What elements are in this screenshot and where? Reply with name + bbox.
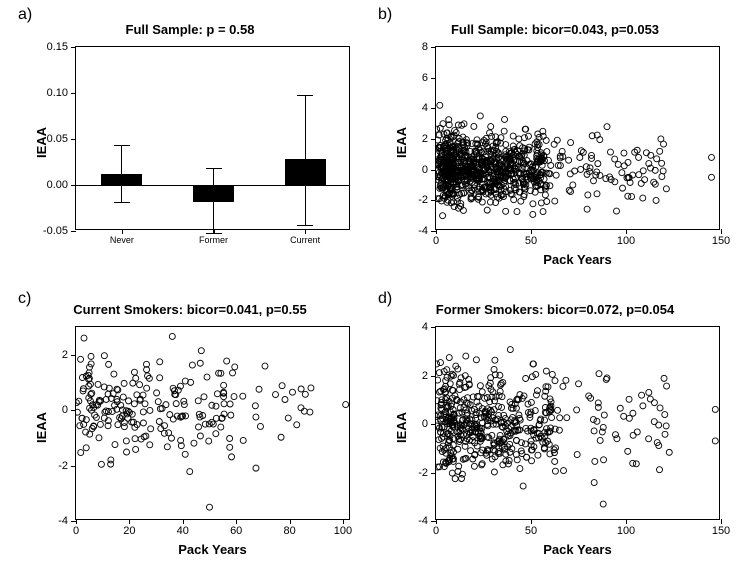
error-bar (213, 168, 214, 232)
ytick-label: 0 (422, 164, 436, 176)
xtick-label: 50 (525, 229, 537, 247)
plot-area: -0.050.000.050.100.15NeverFormerCurrent (75, 46, 350, 230)
xtick-label: 0 (73, 519, 79, 537)
ytick-label: -2 (418, 467, 436, 479)
ytick-label: 4 (422, 102, 436, 114)
error-cap (114, 202, 130, 203)
xtick-label: 20 (123, 519, 135, 537)
x-axis-label: Pack Years (435, 252, 720, 267)
plot-area: -4-202020406080100 (75, 326, 350, 520)
scatter-points (76, 327, 351, 521)
plot-area: -4-202468050100150 (435, 46, 720, 230)
panel-b: Full Sample: bicor=0.043, p=0.053 -4-2024… (380, 10, 730, 270)
ytick-label: 6 (422, 72, 436, 84)
x-axis-label: Pack Years (435, 542, 720, 557)
xtick-mark (122, 229, 123, 234)
ytick-label: -2 (58, 460, 76, 472)
xtick-label: 150 (712, 229, 730, 247)
ytick-label: 8 (422, 41, 436, 53)
error-bar (305, 95, 306, 225)
xtick-label: 100 (617, 519, 635, 537)
xtick-label: 100 (334, 519, 352, 537)
chart-title: Current Smokers: bicor=0.041, p=0.55 (20, 302, 360, 317)
xtick-label: 0 (433, 519, 439, 537)
xtick-label: 0 (433, 229, 439, 247)
scatter-points (436, 47, 721, 231)
chart-title: Full Sample: p = 0.58 (20, 22, 360, 37)
xtick-label: 80 (283, 519, 295, 537)
error-cap (297, 225, 313, 226)
ytick-label: -0.05 (43, 225, 76, 237)
ytick-label: 2 (422, 370, 436, 382)
panel-d: Former Smokers: bicor=0.072, p=0.054 -4-2… (380, 290, 730, 560)
y-axis-label: IEAA (34, 412, 49, 443)
y-axis-label: IEAA (394, 412, 409, 443)
y-axis-label: IEAA (394, 127, 409, 158)
xtick-label: 100 (617, 229, 635, 247)
y-axis-label: IEAA (34, 127, 49, 158)
xtick-label: 50 (525, 519, 537, 537)
chart-title: Former Smokers: bicor=0.072, p=0.054 (380, 302, 730, 317)
plot-area: -4-2024050100150 (435, 326, 720, 520)
xtick-label: 150 (712, 519, 730, 537)
ytick-label: 2 (62, 349, 76, 361)
ytick-label: 0.00 (47, 179, 76, 191)
ytick-label: 0.10 (47, 87, 76, 99)
ytick-label: -2 (418, 194, 436, 206)
ytick-label: 0 (62, 404, 76, 416)
ytick-label: 2 (422, 133, 436, 145)
error-cap (114, 145, 130, 146)
panel-c: Current Smokers: bicor=0.041, p=0.55 -4-2… (20, 290, 360, 560)
ytick-label: 0.15 (47, 41, 76, 53)
scatter-points (436, 327, 721, 521)
xtick-label: 40 (177, 519, 189, 537)
ytick-label: 0.05 (47, 133, 76, 145)
error-bar (121, 145, 122, 201)
error-cap (297, 95, 313, 96)
panel-a: Full Sample: p = 0.58-0.050.000.050.100.… (20, 10, 360, 270)
xtick-mark (305, 229, 306, 234)
xtick-mark (214, 229, 215, 234)
xtick-label: 60 (230, 519, 242, 537)
ytick-label: 4 (422, 321, 436, 333)
chart-title: Full Sample: bicor=0.043, p=0.053 (380, 22, 730, 37)
x-axis-label: Pack Years (75, 542, 350, 557)
error-cap (206, 168, 222, 169)
ytick-label: 0 (422, 418, 436, 430)
